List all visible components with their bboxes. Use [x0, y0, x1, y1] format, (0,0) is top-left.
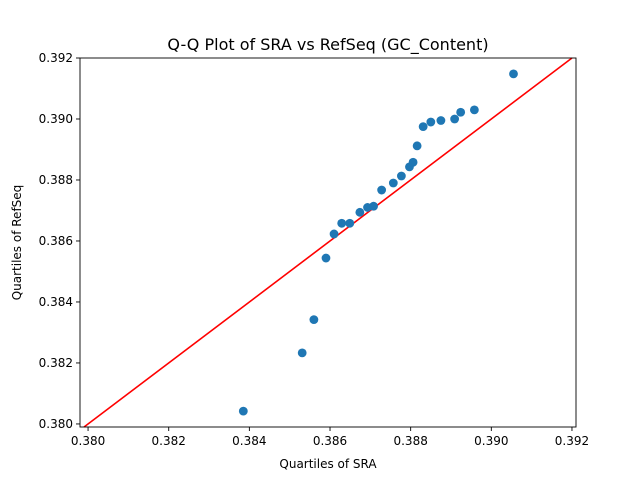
- data-point-17: [418, 122, 428, 132]
- data-point-16: [412, 141, 422, 151]
- data-point-20: [450, 114, 460, 124]
- reference-line-y-equals-x: [83, 57, 573, 428]
- y-axis-ticks: 0.380 0.382 0.384 0.386 0.388 0.390 0.392: [39, 51, 80, 431]
- data-point-6: [337, 218, 347, 228]
- data-point-3: [309, 315, 319, 325]
- x-tick-label: 0.384: [232, 434, 266, 448]
- y-tick-label: 0.388: [39, 173, 73, 187]
- data-point-4: [321, 253, 331, 263]
- y-tick-label: 0.380: [39, 417, 73, 431]
- data-point-23: [509, 69, 518, 79]
- x-axis-label: Quartiles of SRA: [279, 457, 377, 471]
- data-point-19: [436, 116, 446, 125]
- x-tick-label: 0.392: [555, 434, 589, 448]
- data-point-11: [377, 185, 387, 195]
- y-tick-label: 0.384: [39, 295, 73, 309]
- data-point-5: [329, 229, 339, 239]
- data-point-12: [388, 178, 398, 188]
- data-point-13: [396, 171, 406, 181]
- plot-area: [79, 57, 577, 428]
- data-point-18: [426, 117, 436, 127]
- data-point-7: [345, 218, 355, 228]
- y-tick-label: 0.386: [39, 234, 73, 248]
- x-tick-label: 0.380: [71, 434, 105, 448]
- data-point-10: [369, 201, 378, 211]
- chart-title: Q-Q Plot of SRA vs RefSeq (GC_Content): [167, 35, 488, 55]
- data-point-22: [469, 105, 479, 115]
- x-axis-ticks: 0.380 0.382 0.384 0.386 0.388 0.390 0.392: [71, 427, 589, 448]
- data-point-15: [408, 157, 418, 167]
- data-point-1: [238, 406, 248, 416]
- y-tick-label: 0.382: [39, 356, 73, 370]
- y-tick-label: 0.390: [39, 112, 73, 126]
- y-tick-label: 0.392: [39, 51, 73, 65]
- x-tick-label: 0.386: [313, 434, 347, 448]
- y-axis-label: Quartiles of RefSeq: [10, 185, 24, 301]
- data-point-21: [456, 107, 466, 117]
- data-point-2: [297, 348, 307, 358]
- data-point-8: [355, 207, 365, 217]
- x-tick-label: 0.382: [152, 434, 186, 448]
- axes-frame: [79, 57, 577, 428]
- x-tick-label: 0.390: [474, 434, 508, 448]
- x-tick-label: 0.388: [393, 434, 427, 448]
- data-points: [238, 69, 518, 416]
